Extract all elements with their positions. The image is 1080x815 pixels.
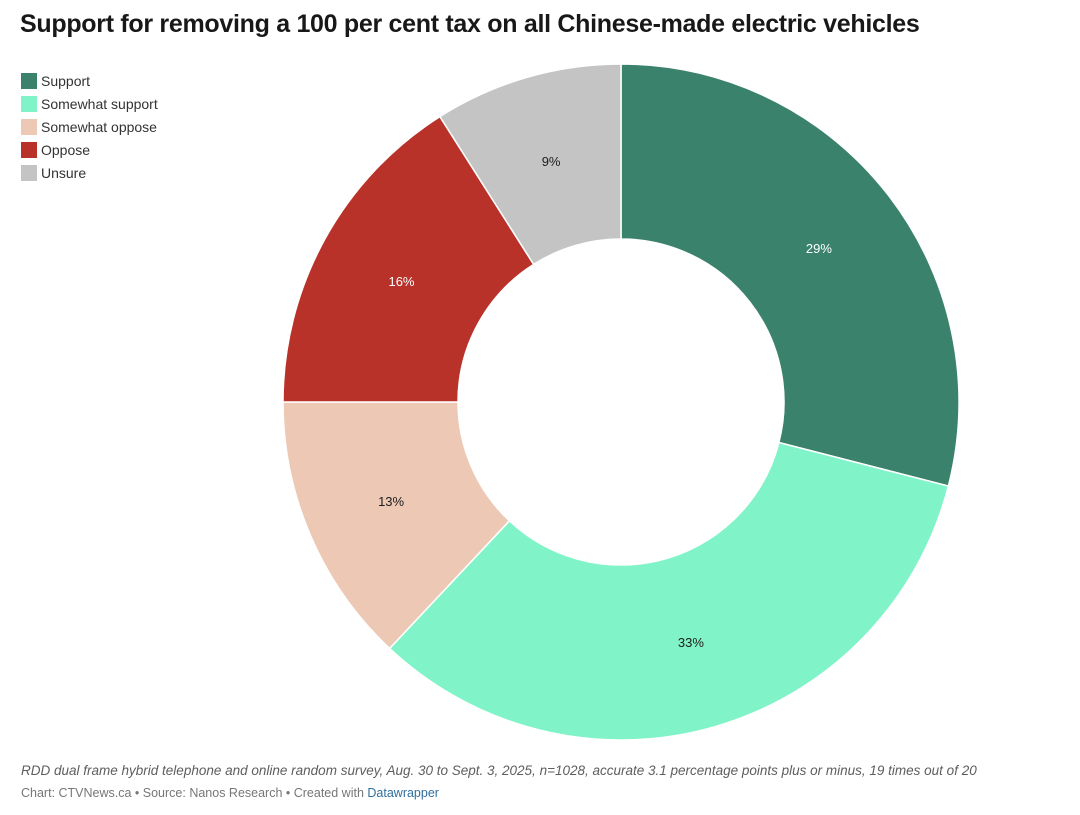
slice-somewhat-support[interactable] <box>388 441 950 741</box>
slice-label-somewhat-oppose: 13% <box>378 494 404 509</box>
legend-item-somewhat-oppose: Somewhat oppose <box>21 115 158 138</box>
slice-label-oppose: 16% <box>388 274 414 289</box>
legend-swatch-unsure <box>21 164 37 181</box>
legend-label: Unsure <box>41 164 87 181</box>
slice-unsure[interactable] <box>438 63 622 266</box>
legend-swatch-support <box>21 72 37 89</box>
slice-somewhat-oppose[interactable] <box>282 401 511 650</box>
legend-item-support: Support <box>21 69 158 92</box>
legend-item-unsure: Unsure <box>21 161 158 184</box>
legend-label: Oppose <box>41 141 91 158</box>
legend-label: Somewhat support <box>41 95 158 112</box>
slice-oppose[interactable] <box>282 115 535 403</box>
legend-label: Support <box>41 72 91 89</box>
datawrapper-link[interactable]: Datawrapper <box>367 786 439 800</box>
slice-label-unsure: 9% <box>542 154 561 169</box>
legend-swatch-oppose <box>21 141 37 158</box>
slice-support[interactable] <box>620 63 960 487</box>
survey-notes: RDD dual frame hybrid telephone and onli… <box>21 763 977 778</box>
legend-label: Somewhat oppose <box>41 118 157 135</box>
legend-swatch-somewhat-oppose <box>21 118 37 135</box>
slice-label-support: 29% <box>806 241 832 256</box>
legend-swatch-somewhat-support <box>21 95 37 112</box>
legend-item-somewhat-support: Somewhat support <box>21 92 158 115</box>
slice-label-somewhat-support: 33% <box>678 635 704 650</box>
chart-title: Support for removing a 100 per cent tax … <box>20 10 920 38</box>
legend-item-oppose: Oppose <box>21 138 158 161</box>
footer-credits: Chart: CTVNews.ca • Source: Nanos Resear… <box>21 786 368 800</box>
chart-footer: Chart: CTVNews.ca • Source: Nanos Resear… <box>21 786 439 800</box>
legend: Support Somewhat support Somewhat oppose… <box>21 69 158 184</box>
